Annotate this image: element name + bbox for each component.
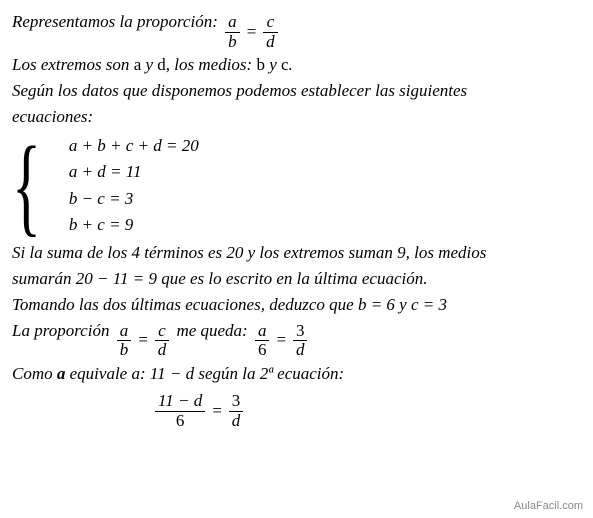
equation-system: { a + b + c + d = 20 a + d = 11 b − c = … [12,133,581,238]
proportion-abcd-2: a b = c d [114,322,172,360]
line-sumaran: sumarán 20 − 11 = 9 que es lo escrito en… [12,268,581,291]
den-d-final: d [229,412,244,431]
num-3-final: 3 [229,392,244,412]
line-como: Como a equivale a: 11 − d según la 2ª ec… [12,363,581,386]
equals-4: = [211,400,222,423]
eq-2: a + d = 11 [69,162,199,182]
text-representamos: Representamos la proporción: [12,12,218,31]
line-segun: Según los datos que disponemos podemos e… [12,80,581,103]
frac-3d-final: 3 d [229,392,244,430]
watermark: AulaFacil.com [514,500,583,512]
frac-3d: 3 d [293,322,308,360]
frac-cd: c d [263,13,278,51]
num-3: 3 [293,322,308,342]
final-equation: 11 − d 6 = 3 d [152,390,581,430]
t2g: y [265,55,281,74]
var-b: b [256,55,265,74]
den-b: b [225,33,240,52]
proportion-abcd: a b = c d [222,13,280,51]
var-c: c [281,55,289,74]
den-d: d [263,33,278,52]
t8b: me queda: [176,321,252,340]
num-c2: c [155,322,170,342]
proportion-a6-3d: a 6 = 3 d [252,322,310,360]
t2a: Los extremos son [12,55,134,74]
frac-a6: a 6 [255,322,270,360]
num-a: a [225,13,240,33]
num-a2: a [117,322,132,342]
equals-3: = [275,329,286,352]
line-extremos: Los extremos son a y d, los medios: b y … [12,54,581,77]
eq-1: a + b + c + d = 20 [69,136,199,156]
eq-3: b − c = 3 [69,189,199,209]
system-equations: a + b + c + d = 20 a + d = 11 b − c = 3 … [69,133,199,238]
t8a: La proporción [12,321,114,340]
left-brace: { [12,133,41,238]
den-6: 6 [255,341,270,360]
line-ecuaciones: ecuaciones: [12,106,581,129]
t2c: y [141,55,157,74]
frac-ab-2: a b [117,322,132,360]
den-6-final: 6 [155,412,205,431]
eq-4: b + c = 9 [69,215,199,235]
frac-11d-6: 11 − d 6 [155,392,205,430]
var-d: d [157,55,166,74]
line-proporcion: La proporción a b = c d me queda: a 6 = … [12,320,581,360]
equals-1: = [246,21,257,44]
num-c: c [263,13,278,33]
num-11d: 11 − d [155,392,205,412]
t2e: , los medios: [166,55,257,74]
equals-2: = [137,329,148,352]
eq-11d-over-6: 11 − d 6 = 3 d [152,392,246,430]
frac-cd-2: c d [155,322,170,360]
den-b2: b [117,341,132,360]
t9a: Como [12,364,57,383]
line-tomando: Tomando las dos últimas ecuaciones, dedu… [12,294,581,317]
line-representamos: Representamos la proporción: a b = c d [12,11,581,51]
t9c: equivale a: 11 − d según la 2ª ecuación: [65,364,344,383]
frac-ab: a b [225,13,240,51]
line-suma: Si la suma de los 4 términos es 20 y los… [12,242,581,265]
den-d3: d [293,341,308,360]
num-a3: a [255,322,270,342]
den-d2: d [155,341,170,360]
t2i: . [289,55,293,74]
